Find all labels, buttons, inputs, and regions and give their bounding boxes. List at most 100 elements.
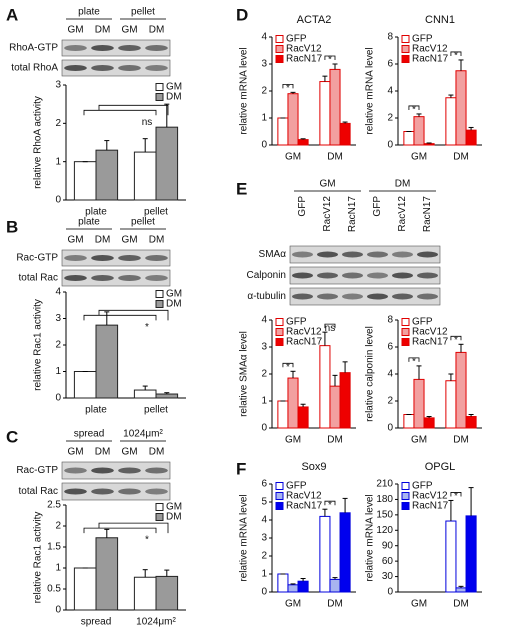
blot-band [292, 272, 313, 279]
y-tick-label: 0 [387, 140, 393, 151]
x-tick-label: GM [285, 152, 301, 163]
blot-band [342, 251, 363, 258]
y-tick-label: 2 [55, 340, 61, 351]
blot-lane-label: DM [149, 235, 165, 246]
bar [155, 393, 179, 399]
blot-band [91, 488, 114, 495]
error-bar [416, 113, 422, 117]
error-bar [164, 392, 170, 395]
legend-swatch [401, 45, 410, 53]
chart-title: ACTA2 [297, 14, 332, 26]
y-tick-label: 4 [387, 86, 393, 97]
y-tick-label: 30 [382, 571, 394, 582]
bar [445, 520, 457, 593]
legend-label: DM [166, 299, 182, 310]
bar [287, 93, 299, 146]
blot-band [392, 251, 413, 258]
error-bar [142, 138, 148, 153]
legend-swatch [401, 492, 410, 500]
bar [423, 143, 435, 146]
blot-band [118, 255, 141, 261]
legend-swatch [401, 328, 410, 336]
blot-band [64, 255, 87, 261]
error-bar [104, 311, 110, 326]
legend-swatch [275, 45, 284, 53]
y-tick-label: 4 [387, 369, 393, 380]
error-bar [458, 585, 464, 588]
x-tick-label: DM [453, 435, 469, 446]
y-tick-label: 3 [261, 59, 267, 70]
comparison-bracket [450, 51, 462, 56]
bar [319, 515, 331, 593]
blot-band [118, 488, 141, 495]
bar [329, 578, 341, 593]
blot-band [91, 467, 114, 474]
y-tick-label: 4 [261, 515, 267, 526]
legend-label: GM [166, 82, 182, 93]
y-axis-label: relative mRNA level [239, 494, 250, 581]
blot-band [292, 293, 313, 300]
blot-row-label: Rac-GTP [16, 465, 58, 476]
error-bar [142, 385, 148, 391]
comparison-bracket [450, 335, 462, 341]
bar [465, 416, 477, 429]
blot-band [342, 272, 363, 279]
blot-group-label: GM [319, 179, 335, 190]
blot-band [367, 293, 388, 300]
legend-label: RacN17 [286, 337, 323, 348]
y-tick-label: 1.5 [47, 542, 61, 553]
blot-row-label: RhoA-GTP [9, 43, 58, 54]
error-bar [342, 361, 348, 373]
blot-band [91, 275, 114, 281]
x-tick-label: GM [285, 435, 301, 446]
blot-band [91, 45, 114, 51]
bar [133, 151, 157, 201]
blot-band [417, 251, 438, 258]
x-tick-label: DM [327, 152, 343, 163]
x-tick-label: GM [285, 599, 301, 610]
panel-letter: C [6, 427, 18, 446]
error-bar [164, 103, 170, 128]
y-tick-label: 8 [387, 32, 393, 43]
legend-swatch [401, 55, 410, 63]
legend-label: RacV12 [286, 44, 322, 55]
y-tick-label: 6 [387, 342, 393, 353]
x-tick-label: DM [327, 599, 343, 610]
blot-band [118, 45, 141, 51]
blot-lane-label: GM [121, 235, 137, 246]
y-tick-label: 210 [376, 479, 393, 490]
annotation: * [454, 491, 458, 502]
blot-band [64, 467, 87, 474]
comparison-bracket [282, 83, 294, 89]
bar [455, 587, 467, 593]
blot-band [64, 65, 87, 71]
annotation: * [145, 535, 149, 546]
bar [297, 580, 309, 593]
blot-band [145, 488, 168, 495]
blot-strip [61, 39, 171, 57]
error-bar [448, 373, 454, 381]
blot-band [91, 65, 114, 71]
comparison-bracket [324, 500, 336, 506]
error-bar [332, 577, 338, 580]
legend-swatch [155, 83, 164, 91]
y-tick-label: 2 [261, 551, 267, 562]
comparison-bracket [83, 104, 169, 116]
legend-swatch [275, 318, 284, 326]
legend-label: RacN17 [412, 501, 449, 512]
y-tick-label: 1 [261, 569, 267, 580]
legend-label: GFP [412, 34, 433, 45]
annotation: * [454, 335, 458, 346]
comparison-bracket [408, 105, 420, 110]
error-bar [342, 121, 348, 124]
y-tick-label: 1 [261, 113, 267, 124]
error-bar [426, 416, 432, 418]
y-axis-label: relative mRNA level [239, 47, 250, 134]
bar [423, 417, 435, 429]
blot-row-label: total Rac [19, 273, 58, 284]
blot-row-label: Calponin [247, 270, 286, 281]
y-tick-label: 3 [261, 533, 267, 544]
legend-swatch [155, 93, 164, 101]
blot-band [342, 293, 363, 300]
y-tick-label: 5 [261, 497, 267, 508]
